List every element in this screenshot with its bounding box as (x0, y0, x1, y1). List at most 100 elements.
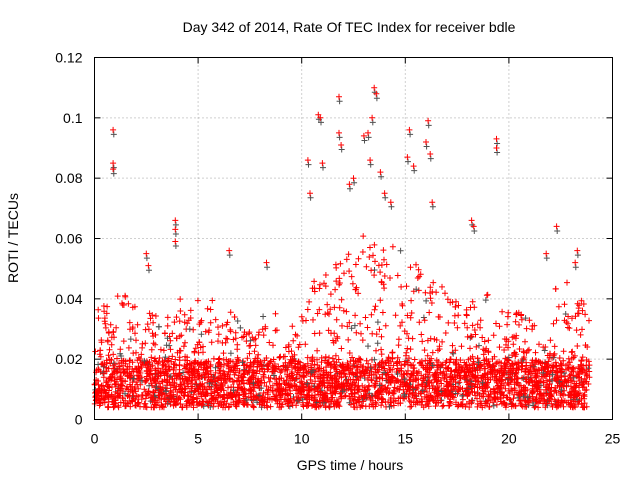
data-point (504, 394, 511, 401)
data-point (579, 326, 585, 333)
data-point (164, 335, 171, 342)
data-point (336, 281, 343, 288)
data-point (419, 375, 426, 382)
data-point (212, 364, 219, 371)
data-point (350, 371, 357, 378)
data-point (276, 400, 283, 407)
data-point (176, 347, 183, 354)
data-point (122, 360, 129, 367)
data-point (412, 375, 419, 382)
data-point (327, 291, 334, 298)
data-point (399, 319, 405, 326)
data-point (95, 390, 102, 397)
data-point (349, 390, 356, 397)
data-point (363, 367, 370, 374)
data-point (191, 359, 198, 366)
data-point (569, 378, 576, 385)
data-point (184, 320, 191, 327)
data-point (405, 361, 411, 368)
data-point (172, 217, 179, 224)
data-point (172, 243, 179, 249)
data-point (502, 404, 509, 411)
data-point (468, 368, 475, 375)
data-point (470, 223, 477, 230)
data-point (257, 359, 264, 366)
data-point (184, 369, 191, 376)
data-point (552, 359, 559, 366)
data-point (355, 377, 362, 384)
data-point (428, 379, 435, 386)
data-point (404, 312, 411, 319)
data-point (352, 312, 359, 319)
data-point (175, 395, 182, 402)
data-point (286, 360, 293, 367)
data-point (432, 397, 438, 404)
data-point (161, 330, 168, 337)
data-point (361, 137, 368, 144)
data-point (142, 340, 149, 347)
data-point (583, 386, 590, 393)
data-point (534, 385, 541, 392)
data-point (192, 371, 198, 377)
data-point (561, 317, 568, 324)
data-point (530, 368, 537, 375)
data-point (143, 250, 150, 257)
data-point (171, 361, 178, 368)
data-point (236, 397, 243, 403)
data-point (226, 403, 233, 410)
data-point (522, 368, 528, 375)
data-point (378, 402, 385, 409)
data-point (187, 307, 194, 314)
data-point (248, 373, 255, 380)
data-point (480, 387, 487, 394)
data-point (373, 347, 379, 354)
data-point (432, 386, 439, 393)
data-point (560, 391, 566, 398)
data-point (244, 369, 251, 376)
data-point (377, 297, 384, 304)
data-point (264, 363, 271, 370)
data-point (372, 393, 379, 400)
data-point (371, 306, 378, 313)
data-point (160, 362, 167, 368)
y-tick-label: 0.02 (55, 351, 82, 367)
data-point (395, 342, 402, 349)
data-point (477, 398, 484, 405)
data-point (381, 273, 388, 279)
data-point (169, 353, 176, 360)
data-point (435, 390, 442, 397)
data-point (159, 390, 166, 396)
data-point (459, 385, 466, 392)
data-point (103, 310, 110, 317)
data-point (427, 151, 434, 157)
data-point (95, 315, 102, 322)
data-point (372, 258, 378, 265)
data-point (102, 320, 109, 327)
data-point (584, 344, 591, 350)
data-point (177, 296, 184, 303)
data-point (322, 311, 329, 318)
data-point (365, 343, 371, 350)
data-point (396, 358, 403, 365)
data-point (369, 119, 376, 126)
data-point (265, 366, 272, 372)
data-point (549, 371, 556, 378)
data-point (418, 398, 425, 405)
data-point (526, 346, 532, 353)
data-point (369, 330, 376, 337)
data-point (191, 398, 197, 405)
data-point (351, 179, 358, 186)
data-point (122, 293, 129, 300)
data-point (359, 249, 366, 255)
data-point (167, 346, 174, 353)
data-point (303, 379, 310, 386)
data-point (339, 388, 346, 395)
data-point (258, 363, 265, 370)
data-point (110, 370, 116, 377)
data-point (311, 330, 318, 337)
data-point (474, 395, 480, 402)
data-point (474, 390, 481, 396)
data-point (116, 363, 122, 370)
data-point (256, 329, 262, 336)
data-point (576, 382, 583, 389)
